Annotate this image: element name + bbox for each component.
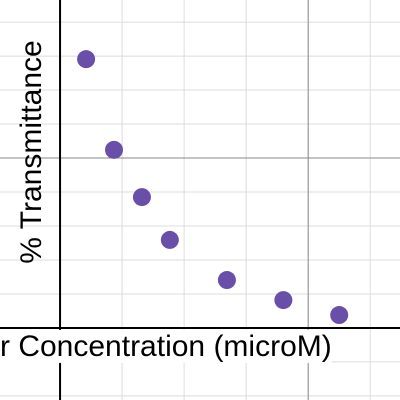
y-axis-label: % Transmittance [15, 40, 48, 263]
point [77, 50, 96, 69]
point [160, 230, 179, 249]
label-background [0, 329, 332, 363]
point [274, 291, 293, 310]
x-axis-label: r Concentration (microM) [0, 330, 332, 363]
points [77, 50, 349, 325]
point [132, 188, 151, 207]
point [330, 306, 349, 325]
point [105, 140, 124, 159]
point [217, 271, 236, 290]
